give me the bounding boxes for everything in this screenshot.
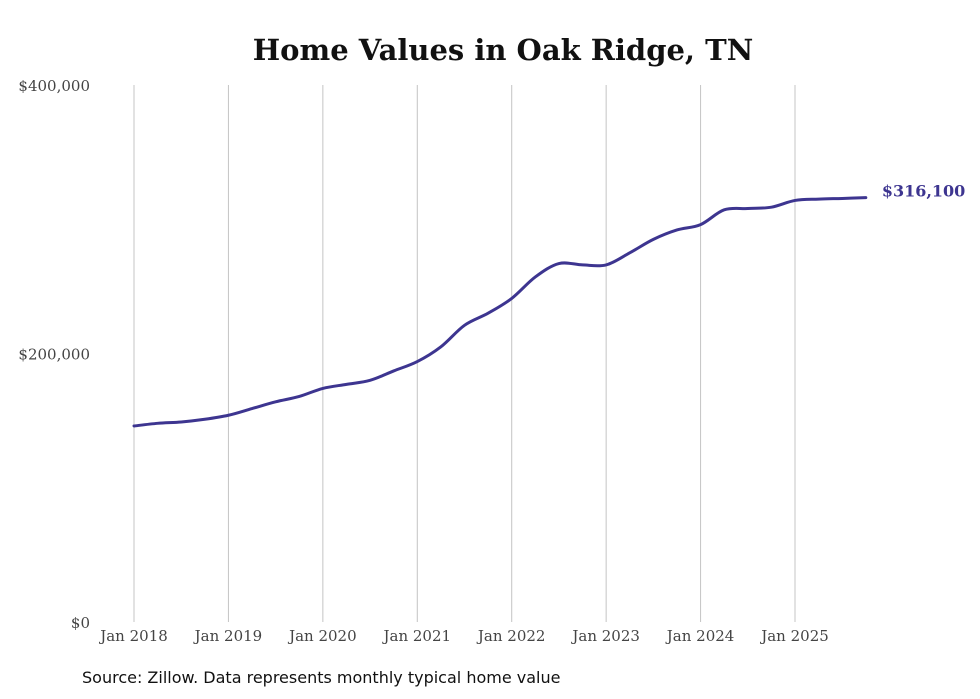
x-tick-label: Jan 2023 [570,627,640,645]
x-tick-label: Jan 2021 [382,627,452,645]
x-tick-label: Jan 2019 [193,627,263,645]
y-tick-label: $0 [71,614,90,632]
y-tick-label: $400,000 [18,77,90,95]
source-note: Source: Zillow. Data represents monthly … [82,668,561,687]
series-line [132,196,868,428]
x-tick-label: Jan 2025 [759,627,829,645]
end-value-label: $316,100 [882,182,966,201]
x-tick-label: Jan 2024 [665,627,735,645]
x-tick-label: Jan 2018 [98,627,168,645]
y-tick-label: $200,000 [18,346,90,364]
chart-title: Home Values in Oak Ridge, TN [253,33,753,67]
x-tick-label: Jan 2022 [476,627,546,645]
x-tick-label: Jan 2020 [287,627,357,645]
